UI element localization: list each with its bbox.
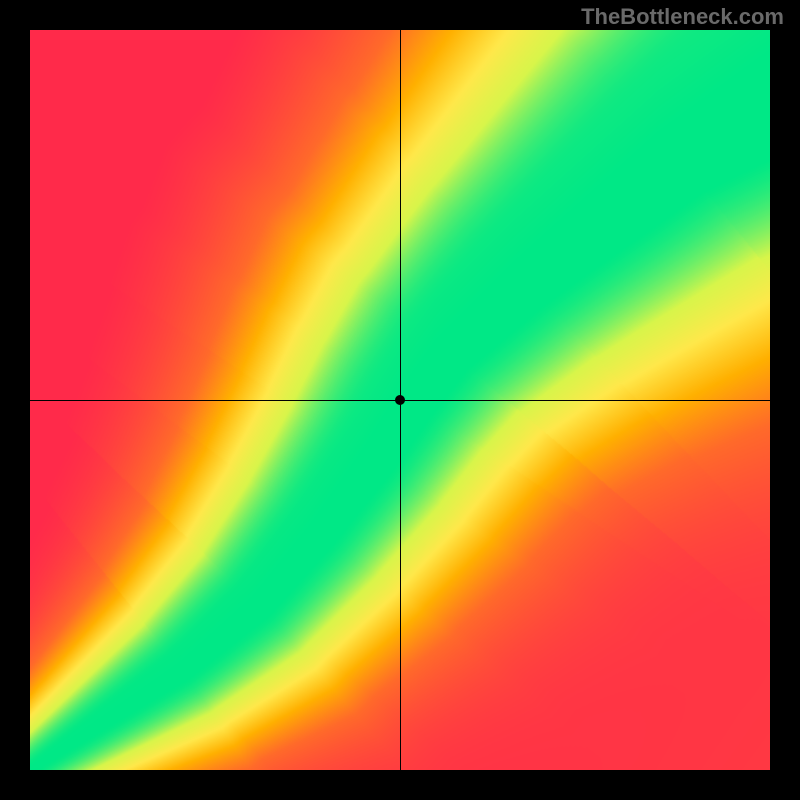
heatmap-plot	[30, 30, 770, 770]
crosshair-marker	[395, 395, 405, 405]
watermark-text: TheBottleneck.com	[581, 4, 784, 30]
